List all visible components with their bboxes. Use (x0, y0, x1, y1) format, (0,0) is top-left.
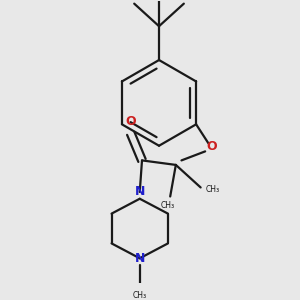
Text: N: N (135, 252, 145, 265)
Text: CH₃: CH₃ (133, 291, 147, 300)
Text: CH₃: CH₃ (205, 185, 219, 194)
Text: N: N (135, 185, 145, 199)
Text: O: O (125, 115, 136, 128)
Text: CH₃: CH₃ (161, 201, 175, 210)
Text: O: O (207, 140, 217, 153)
